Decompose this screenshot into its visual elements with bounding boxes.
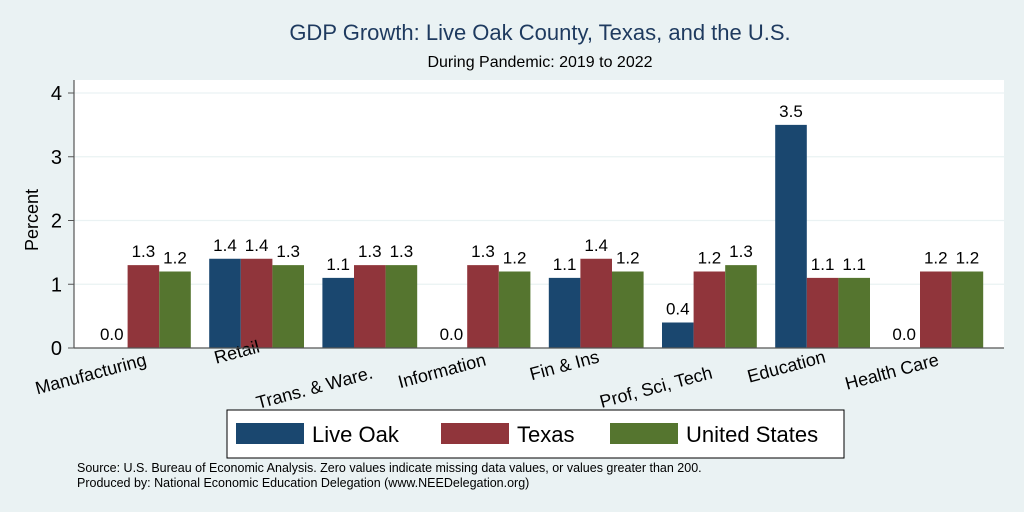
data-label: 1.1 bbox=[811, 255, 835, 274]
bar bbox=[725, 265, 757, 348]
bar bbox=[272, 265, 304, 348]
data-label: 1.1 bbox=[842, 255, 866, 274]
y-tick-label: 3 bbox=[51, 147, 62, 169]
bar bbox=[498, 271, 531, 348]
bar bbox=[354, 265, 386, 348]
data-label: 0.0 bbox=[100, 325, 124, 344]
bar bbox=[951, 271, 984, 348]
data-label: 3.5 bbox=[779, 102, 803, 121]
data-label: 1.2 bbox=[163, 249, 187, 268]
bar bbox=[838, 277, 870, 348]
bar bbox=[385, 265, 418, 348]
bar bbox=[240, 258, 273, 348]
data-label: 1.3 bbox=[276, 242, 300, 261]
x-tick-label: Information bbox=[396, 350, 488, 393]
data-label: 1.2 bbox=[503, 249, 527, 268]
data-label: 1.2 bbox=[616, 249, 640, 268]
data-label: 1.3 bbox=[471, 242, 495, 261]
bar bbox=[467, 265, 499, 348]
bar bbox=[159, 271, 191, 348]
data-label: 1.3 bbox=[132, 242, 156, 261]
legend: Live Oak Texas United States bbox=[226, 409, 845, 459]
y-axis-label: Percent bbox=[22, 189, 42, 251]
x-tick-label: Fin & Ins bbox=[527, 347, 601, 385]
legend-label: Live Oak bbox=[312, 422, 400, 447]
data-label: 1.2 bbox=[956, 249, 980, 268]
bar bbox=[127, 265, 160, 348]
data-label: 1.3 bbox=[390, 242, 414, 261]
y-tick-label: 2 bbox=[51, 211, 62, 233]
legend-swatch bbox=[441, 423, 509, 444]
data-label: 1.1 bbox=[326, 255, 350, 274]
data-label: 0.0 bbox=[892, 325, 916, 344]
data-label: 1.3 bbox=[729, 242, 753, 261]
data-label: 1.4 bbox=[213, 236, 237, 255]
data-label: 1.3 bbox=[358, 242, 382, 261]
bar bbox=[662, 322, 694, 348]
data-label: 0.0 bbox=[440, 325, 464, 344]
data-label: 1.4 bbox=[584, 236, 608, 255]
bar bbox=[920, 271, 952, 348]
legend-label: United States bbox=[686, 422, 818, 447]
data-label: 0.4 bbox=[666, 300, 690, 319]
data-label: 1.2 bbox=[698, 249, 722, 268]
bar bbox=[775, 124, 807, 348]
x-tick-label: Education bbox=[745, 347, 828, 387]
legend-label: Texas bbox=[517, 422, 574, 447]
x-tick-label: Trans. & Ware. bbox=[254, 363, 375, 413]
legend-swatch bbox=[610, 423, 678, 444]
bar bbox=[209, 258, 241, 348]
data-label: 1.2 bbox=[924, 249, 948, 268]
bar bbox=[806, 277, 839, 348]
y-tick-label: 4 bbox=[51, 83, 62, 105]
source-note: Source: U.S. Bureau of Economic Analysis… bbox=[77, 461, 702, 475]
legend-swatch bbox=[236, 423, 304, 444]
y-tick-label: 0 bbox=[51, 338, 62, 360]
bar bbox=[612, 271, 644, 348]
bar bbox=[580, 258, 612, 348]
bar bbox=[548, 277, 581, 348]
y-tick-label: 1 bbox=[51, 274, 62, 296]
bar bbox=[322, 277, 354, 348]
x-tick-label: Prof, Sci, Tech bbox=[597, 363, 714, 412]
produced-note: Produced by: National Economic Education… bbox=[77, 476, 530, 490]
chart-subtitle: During Pandemic: 2019 to 2022 bbox=[427, 54, 652, 71]
data-label: 1.1 bbox=[553, 255, 577, 274]
chart-title: GDP Growth: Live Oak County, Texas, and … bbox=[289, 20, 790, 45]
bar bbox=[693, 271, 726, 348]
data-label: 1.4 bbox=[245, 236, 269, 255]
x-tick-label: Health Care bbox=[843, 350, 941, 394]
